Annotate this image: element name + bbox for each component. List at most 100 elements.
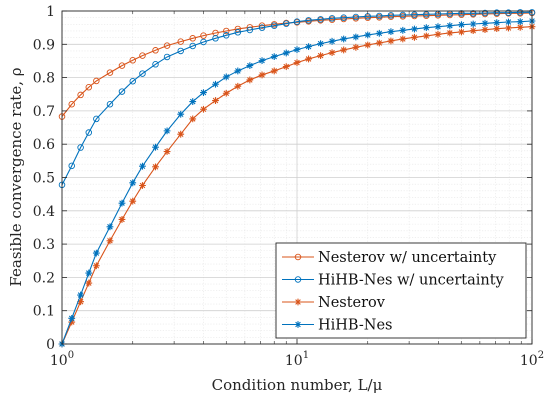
data-point xyxy=(139,52,146,59)
data-point xyxy=(258,22,266,29)
y-tick-labels: 0 0.1 0.2 0.3 0.4 0.5 0.6 0.7 0.8 0.9 1 xyxy=(33,4,55,353)
data-point xyxy=(387,28,395,36)
data-point xyxy=(200,32,207,39)
data-point xyxy=(375,39,383,47)
data-point xyxy=(200,38,207,46)
data-point xyxy=(446,29,454,37)
data-point xyxy=(106,237,114,245)
data-point xyxy=(434,30,442,38)
data-point xyxy=(129,179,137,187)
data-point xyxy=(352,33,360,41)
data-point xyxy=(493,19,501,27)
data-point xyxy=(189,42,196,50)
data-point xyxy=(317,16,324,23)
data-point xyxy=(139,70,146,77)
data-point xyxy=(293,18,301,25)
y-tick-label: 1 xyxy=(46,4,55,20)
data-point xyxy=(293,46,301,54)
y-tick-label: 0.3 xyxy=(33,237,55,253)
y-tick-label: 0 xyxy=(46,337,55,353)
data-point xyxy=(92,262,100,270)
data-point xyxy=(516,9,524,16)
data-point xyxy=(376,12,383,20)
data-point xyxy=(411,25,418,33)
y-tick-label: 0.9 xyxy=(33,37,55,53)
data-point xyxy=(177,47,184,55)
series-line xyxy=(61,11,532,186)
data-point xyxy=(481,9,489,17)
x-tick-label-base: 10 xyxy=(50,353,68,369)
data-point xyxy=(106,223,114,231)
data-point xyxy=(282,20,290,27)
data-point xyxy=(212,97,219,104)
data-point xyxy=(212,35,219,42)
data-point xyxy=(177,38,184,45)
data-point xyxy=(293,59,301,67)
tick-marks xyxy=(61,10,533,345)
data-point xyxy=(189,35,196,42)
y-tick-label: 0.7 xyxy=(33,104,55,120)
data-point xyxy=(200,89,207,96)
legend-item-label: HiHB-Nes xyxy=(318,318,392,334)
data-point xyxy=(328,15,336,22)
y-tick-label: 0.1 xyxy=(33,304,55,320)
data-point xyxy=(469,27,477,35)
data-point xyxy=(77,144,84,151)
data-point xyxy=(340,35,348,43)
data-point xyxy=(446,22,454,30)
data-point xyxy=(177,130,185,138)
data-point xyxy=(163,127,171,135)
data-point xyxy=(282,63,290,71)
data-point xyxy=(422,32,430,40)
data-point xyxy=(423,11,430,18)
data-point xyxy=(118,199,126,207)
data-point xyxy=(152,47,159,54)
legend-box xyxy=(275,242,527,339)
data-point xyxy=(139,182,146,189)
data-point xyxy=(434,23,442,31)
data-point xyxy=(340,46,348,54)
data-point xyxy=(493,25,501,33)
data-point xyxy=(85,279,93,287)
data-point xyxy=(234,29,242,36)
data-point xyxy=(163,42,171,49)
legend-swatch-marker xyxy=(294,253,302,261)
data-point xyxy=(246,26,254,34)
legend-item-label: HiHB-Nes w/ uncertainty xyxy=(318,273,505,289)
data-point xyxy=(387,37,395,45)
data-point xyxy=(399,11,407,19)
series-group xyxy=(58,17,536,348)
data-point xyxy=(222,89,230,97)
series-group xyxy=(58,9,536,189)
legend-item-label: Nesterov w/ uncertainty xyxy=(318,250,497,266)
x-tick-label-exponent: 1 xyxy=(303,350,309,361)
data-point xyxy=(469,20,477,28)
data-point xyxy=(458,10,465,17)
legend-swatch-marker xyxy=(294,321,302,328)
data-point xyxy=(258,57,266,65)
data-point xyxy=(93,77,100,85)
data-point xyxy=(305,43,312,51)
data-point xyxy=(328,49,336,57)
data-point xyxy=(458,28,465,36)
data-point xyxy=(129,78,136,85)
data-point xyxy=(411,33,418,41)
data-point xyxy=(93,115,100,123)
x-tick-label: 101 xyxy=(285,350,309,369)
data-point xyxy=(118,62,126,69)
data-point xyxy=(258,71,266,79)
data-point xyxy=(246,62,254,70)
data-point xyxy=(85,129,93,136)
data-point xyxy=(305,17,312,24)
data-point xyxy=(223,27,230,35)
data-point xyxy=(340,14,347,21)
data-point xyxy=(222,73,230,81)
x-axis-label: Condition number, L/μ xyxy=(212,376,383,394)
data-point xyxy=(152,61,159,68)
data-point xyxy=(258,24,266,31)
data-point xyxy=(118,216,126,223)
data-point xyxy=(68,100,75,108)
data-point xyxy=(411,11,418,18)
x-tick-label-base: 10 xyxy=(520,353,538,369)
